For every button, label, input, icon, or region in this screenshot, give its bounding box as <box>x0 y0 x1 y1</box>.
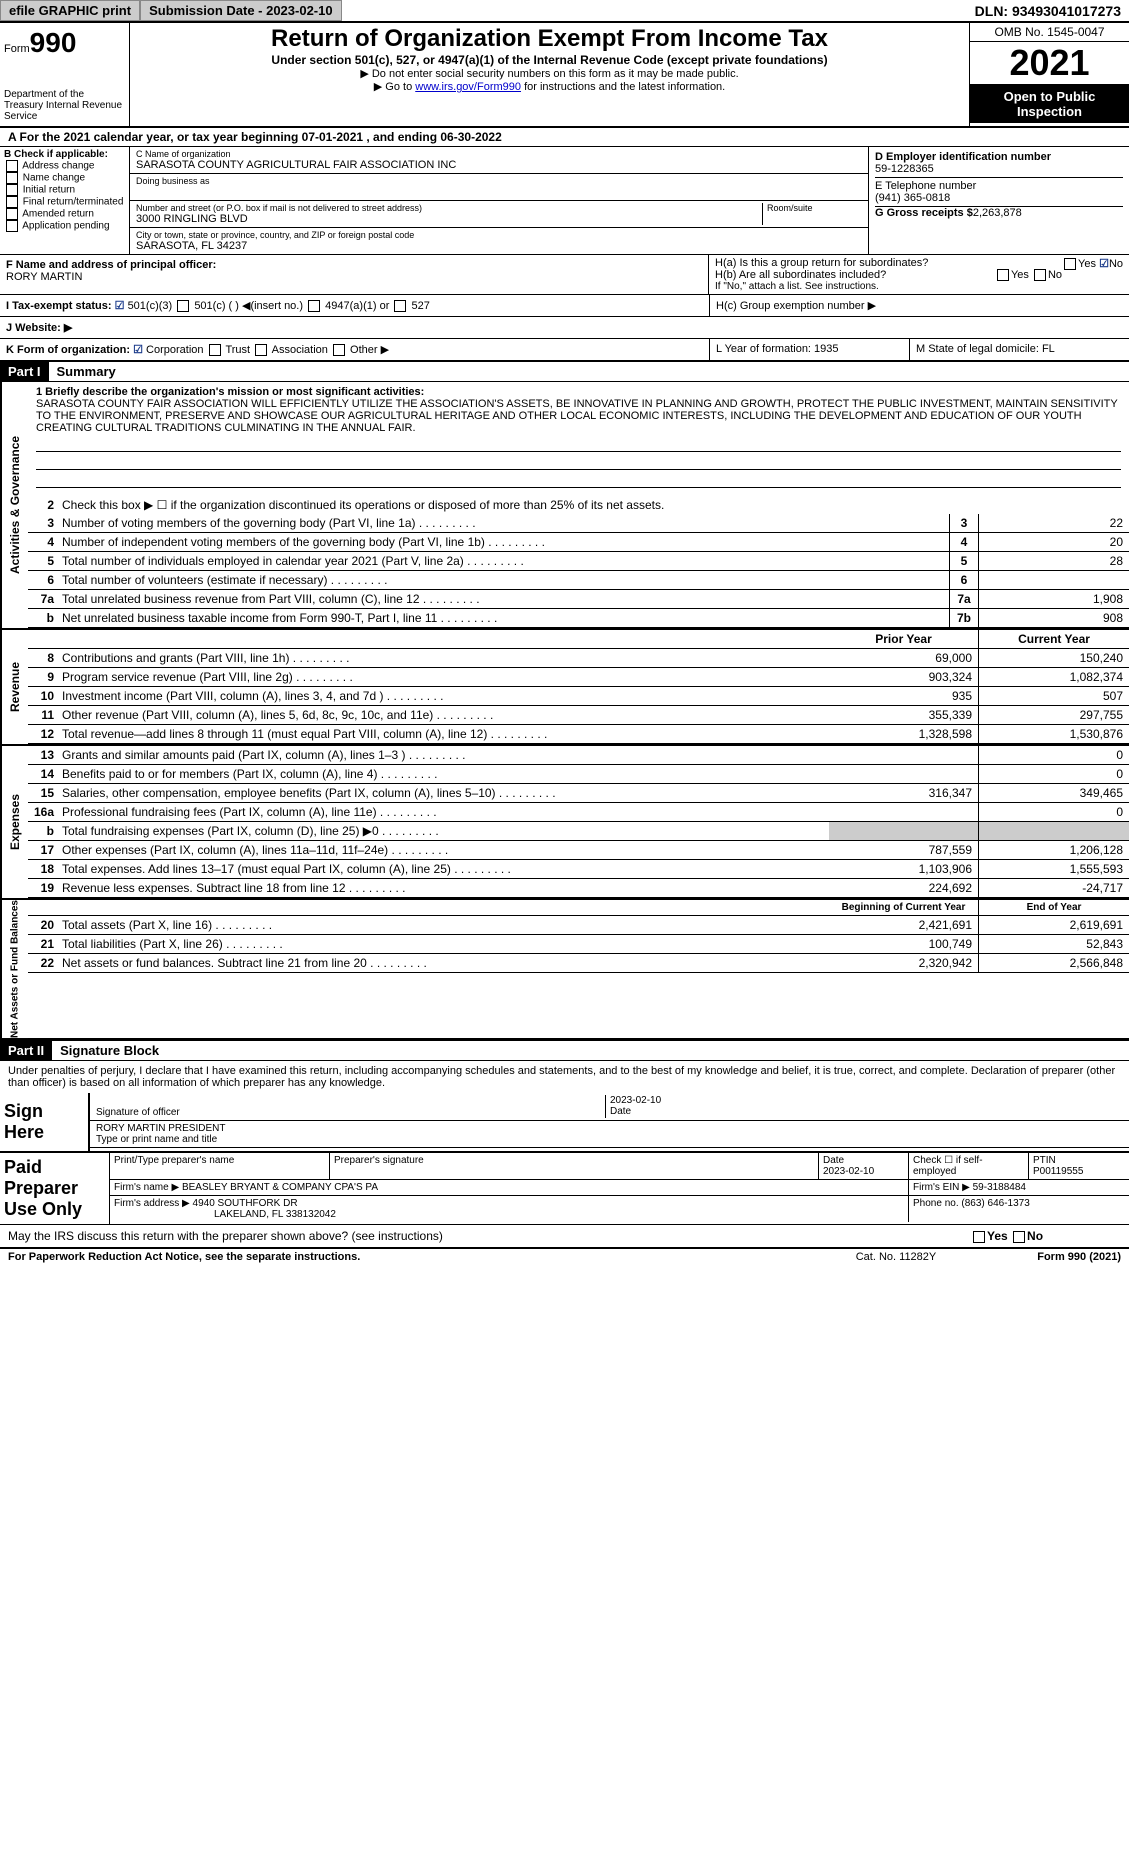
note-ssn: ▶ Do not enter social security numbers o… <box>138 67 961 80</box>
form-label: Form <box>4 43 30 55</box>
org-name: SARASOTA COUNTY AGRICULTURAL FAIR ASSOCI… <box>136 159 862 171</box>
city-state-zip: SARASOTA, FL 34237 <box>136 240 862 252</box>
expense-line-17: 17Other expenses (Part IX, column (A), l… <box>28 841 1129 860</box>
side-expenses: Expenses <box>0 746 28 898</box>
gov-line-3: 3Number of voting members of the governi… <box>28 514 1129 533</box>
tax-year: 2021 <box>970 42 1129 85</box>
revenue-line-8: 8Contributions and grants (Part VIII, li… <box>28 649 1129 668</box>
open-public-badge: Open to Public Inspection <box>970 85 1129 123</box>
ptin: P00119555 <box>1033 1166 1125 1177</box>
checkbox-application-pending[interactable]: Application pending <box>4 220 125 232</box>
submission-date: Submission Date - 2023-02-10 <box>140 0 342 21</box>
gov-line-7b: bNet unrelated business taxable income f… <box>28 609 1129 628</box>
firm-ein: 59-3188484 <box>973 1182 1026 1193</box>
website-row: J Website: ▶ <box>0 317 1129 339</box>
part2-header: Part IISignature Block <box>0 1040 1129 1061</box>
phone: (941) 365-0818 <box>875 192 1123 204</box>
firm-phone: (863) 646-1373 <box>961 1198 1029 1209</box>
netassets-line-20: 20Total assets (Part X, line 16)2,421,69… <box>28 916 1129 935</box>
expense-line-18: 18Total expenses. Add lines 13–17 (must … <box>28 860 1129 879</box>
gov-line-5: 5Total number of individuals employed in… <box>28 552 1129 571</box>
checkbox-address-change[interactable]: Address change <box>4 160 125 172</box>
page-footer: For Paperwork Reduction Act Notice, see … <box>0 1248 1129 1265</box>
expense-line-13: 13Grants and similar amounts paid (Part … <box>28 746 1129 765</box>
expense-line-b: bTotal fundraising expenses (Part IX, co… <box>28 822 1129 841</box>
principal-officer: RORY MARTIN <box>6 271 702 283</box>
net-assets-section: Net Assets or Fund Balances Beginning of… <box>0 900 1129 1040</box>
revenue-line-12: 12Total revenue—add lines 8 through 11 (… <box>28 725 1129 744</box>
dept-treasury: Department of the Treasury Internal Reve… <box>4 89 125 122</box>
revenue-section: Revenue Prior YearCurrent Year 8Contribu… <box>0 630 1129 746</box>
street-address: 3000 RINGLING BLVD <box>136 213 762 225</box>
org-info-section: B Check if applicable: Address change Na… <box>0 147 1129 255</box>
revenue-line-11: 11Other revenue (Part VIII, column (A), … <box>28 706 1129 725</box>
note-link: ▶ Go to www.irs.gov/Form990 for instruct… <box>138 80 961 93</box>
check-applicable-label: B Check if applicable: <box>4 149 125 160</box>
part1-header: Part ISummary <box>0 361 1129 382</box>
period-row: A For the 2021 calendar year, or tax yea… <box>0 128 1129 147</box>
expense-line-14: 14Benefits paid to or for members (Part … <box>28 765 1129 784</box>
firm-name: BEASLEY BRYANT & COMPANY CPA'S PA <box>182 1182 378 1193</box>
tax-exempt-row: I Tax-exempt status: ☑ 501(c)(3) 501(c) … <box>0 295 1129 317</box>
efile-button[interactable]: efile GRAPHIC print <box>0 0 140 21</box>
year-formation: L Year of formation: 1935 <box>709 339 909 360</box>
gov-line-7a: 7aTotal unrelated business revenue from … <box>28 590 1129 609</box>
mission-text: SARASOTA COUNTY FAIR ASSOCIATION WILL EF… <box>36 398 1121 434</box>
discuss-row: May the IRS discuss this return with the… <box>0 1225 1129 1248</box>
sign-here-section: Sign Here Signature of officer2023-02-10… <box>0 1093 1129 1152</box>
officer-group-section: F Name and address of principal officer:… <box>0 255 1129 295</box>
revenue-line-10: 10Investment income (Part VIII, column (… <box>28 687 1129 706</box>
officer-name: RORY MARTIN PRESIDENT <box>96 1123 1123 1134</box>
expenses-section: Expenses 13Grants and similar amounts pa… <box>0 746 1129 900</box>
irs-link[interactable]: www.irs.gov/Form990 <box>415 81 521 93</box>
dba <box>136 186 862 198</box>
expense-line-19: 19Revenue less expenses. Subtract line 1… <box>28 879 1129 898</box>
form-title: Return of Organization Exempt From Incom… <box>138 25 961 53</box>
state-domicile: M State of legal domicile: FL <box>909 339 1129 360</box>
side-net-assets: Net Assets or Fund Balances <box>0 900 28 1038</box>
gross-receipts: 2,263,878 <box>973 207 1022 219</box>
side-activities: Activities & Governance <box>0 382 28 628</box>
paid-preparer-section: Paid Preparer Use Only Print/Type prepar… <box>0 1152 1129 1225</box>
omb-number: OMB No. 1545-0047 <box>970 23 1129 42</box>
firm-address: 4940 SOUTHFORK DR <box>193 1198 298 1209</box>
activities-governance-section: Activities & Governance 1 Briefly descri… <box>0 382 1129 630</box>
gov-line-6: 6Total number of volunteers (estimate if… <box>28 571 1129 590</box>
form-subtitle: Under section 501(c), 527, or 4947(a)(1)… <box>138 53 961 67</box>
gov-line-4: 4Number of independent voting members of… <box>28 533 1129 552</box>
netassets-line-22: 22Net assets or fund balances. Subtract … <box>28 954 1129 973</box>
checkbox-name-change[interactable]: Name change <box>4 172 125 184</box>
checkbox-final-return/terminated[interactable]: Final return/terminated <box>4 196 125 208</box>
form-number: 990 <box>30 27 77 58</box>
top-bar: efile GRAPHIC print Submission Date - 20… <box>0 0 1129 23</box>
side-revenue: Revenue <box>0 630 28 744</box>
revenue-line-9: 9Program service revenue (Part VIII, lin… <box>28 668 1129 687</box>
ein: 59-1228365 <box>875 163 1123 175</box>
form-header: Form990 Department of the Treasury Inter… <box>0 23 1129 128</box>
checkbox-initial-return[interactable]: Initial return <box>4 184 125 196</box>
dln: DLN: 93493041017273 <box>975 3 1129 19</box>
checkbox-amended-return[interactable]: Amended return <box>4 208 125 220</box>
declaration-text: Under penalties of perjury, I declare th… <box>0 1061 1129 1093</box>
expense-line-16a: 16aProfessional fundraising fees (Part I… <box>28 803 1129 822</box>
expense-line-15: 15Salaries, other compensation, employee… <box>28 784 1129 803</box>
netassets-line-21: 21Total liabilities (Part X, line 26)100… <box>28 935 1129 954</box>
form-org-row: K Form of organization: ☑ Corporation Tr… <box>0 339 1129 361</box>
